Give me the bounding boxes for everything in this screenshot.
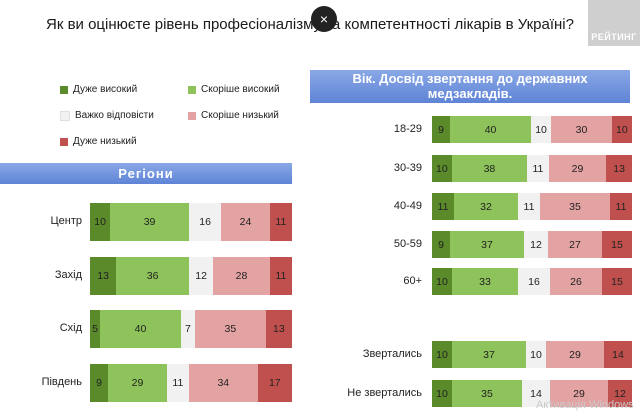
stacked-bar: 10 35 14 29 12 xyxy=(432,380,632,407)
bar-segment-very-low: 11 xyxy=(269,257,292,295)
bar-segment-very-low: 17 xyxy=(257,364,292,402)
bar-segment-very-high: 5 xyxy=(90,310,101,348)
bar-segment-very-high: 10 xyxy=(432,380,452,407)
logo: РЕЙТИНГ xyxy=(588,0,640,46)
bar-segment-hard-to-say: 11 xyxy=(518,193,540,220)
legend-item-rather-low: Скоріше низький xyxy=(188,110,279,121)
bar-segment-rather-high: 40 xyxy=(450,116,531,143)
bar-segment-very-low: 13 xyxy=(265,310,292,348)
row-label: 50-59 xyxy=(393,237,422,250)
row-label: Центр xyxy=(50,215,83,227)
legend-swatch xyxy=(60,85,68,94)
bar-segment-hard-to-say: 11 xyxy=(166,364,189,402)
bar-segment-rather-high: 29 xyxy=(108,364,167,402)
bar-segment-rather-low: 30 xyxy=(551,116,612,143)
row-label: Звертались xyxy=(362,347,422,360)
stacked-bar: 9 29 11 34 17 xyxy=(90,364,292,402)
bar-segment-very-low: 13 xyxy=(606,155,632,182)
bar-segment-rather-high: 33 xyxy=(452,268,518,295)
row-label: 18-29 xyxy=(393,122,422,135)
row-label: 40-49 xyxy=(393,199,422,212)
stacked-bar: 5 40 7 35 13 xyxy=(90,310,292,348)
bar-segment-rather-high: 35 xyxy=(452,380,522,407)
bar-segment-very-low: 11 xyxy=(269,203,292,241)
bar-segment-rather-low: 34 xyxy=(188,364,258,402)
stacked-bar: 9 40 10 30 10 xyxy=(432,116,632,143)
stacked-bar: 13 36 12 28 11 xyxy=(90,257,292,295)
bar-segment-hard-to-say: 12 xyxy=(524,231,548,258)
row-label: Не звертались xyxy=(347,386,422,399)
bar-segment-hard-to-say: 12 xyxy=(188,257,214,295)
watermark: Активація Windows xyxy=(536,399,634,411)
legend-label: Скоріше низький xyxy=(201,110,279,121)
bar-segment-very-low: 10 xyxy=(611,116,632,143)
bar-segment-rather-high: 38 xyxy=(451,155,528,182)
bar-segment-very-high: 10 xyxy=(432,341,452,368)
bar-segment-hard-to-say: 16 xyxy=(188,203,222,241)
bar-segment-very-high: 13 xyxy=(90,257,117,295)
row-label: 30-39 xyxy=(393,161,422,174)
bar-segment-hard-to-say: 7 xyxy=(180,310,196,348)
bar-segment-rather-low: 35 xyxy=(540,193,610,220)
bar-segment-rather-low: 27 xyxy=(548,231,602,258)
bar-segment-very-low: 12 xyxy=(608,380,632,407)
stacked-bar: 11 32 11 35 11 xyxy=(432,193,632,220)
row-label: Захід xyxy=(54,269,82,281)
close-icon[interactable]: × xyxy=(311,6,337,32)
bar-segment-rather-high: 40 xyxy=(100,310,181,348)
legend-label: Дуже низький xyxy=(73,136,137,147)
bar-segment-hard-to-say: 11 xyxy=(527,155,549,182)
page-title: Як ви оцінюєте рівень професіоналізму та… xyxy=(46,16,574,33)
bar-segment-very-high: 10 xyxy=(432,155,452,182)
stacked-bar: 10 37 10 29 14 xyxy=(432,341,632,368)
bar-segment-very-high: 10 xyxy=(90,203,111,241)
legend-item-very-low: Дуже низький xyxy=(60,136,137,147)
bar-segment-rather-low: 35 xyxy=(195,310,266,348)
age-chart-title: Вік. Досвід звертання до державних медза… xyxy=(310,70,630,103)
bar-segment-rather-low: 29 xyxy=(548,155,607,182)
bar-segment-rather-high: 36 xyxy=(116,257,189,295)
bar-segment-very-low: 15 xyxy=(602,231,632,258)
bar-segment-hard-to-say: 10 xyxy=(526,341,546,368)
row-label: Схід xyxy=(59,322,82,334)
bar-segment-rather-low: 28 xyxy=(213,257,270,295)
bar-segment-rather-low: 29 xyxy=(546,341,604,368)
bar-segment-very-low: 14 xyxy=(604,341,632,368)
bar-segment-very-low: 15 xyxy=(602,268,632,295)
bar-segment-rather-low: 29 xyxy=(550,380,608,407)
bar-segment-rather-high: 37 xyxy=(450,231,524,258)
bar-segment-very-high: 9 xyxy=(90,364,109,402)
stacked-bar: 9 37 12 27 15 xyxy=(432,231,632,258)
bar-segment-hard-to-say: 14 xyxy=(522,380,550,407)
bar-segment-rather-high: 37 xyxy=(452,341,526,368)
bar-segment-hard-to-say: 16 xyxy=(518,268,550,295)
legend-item-hard-to-say: Важко відповісти xyxy=(60,110,154,121)
legend-swatch xyxy=(188,111,196,120)
logo-text: РЕЙТИНГ xyxy=(591,32,637,42)
regions-chart-title: Регіони xyxy=(0,163,292,184)
legend-swatch xyxy=(188,85,196,94)
bar-segment-hard-to-say: 10 xyxy=(530,116,552,143)
bar-segment-rather-high: 32 xyxy=(454,193,518,220)
stacked-bar: 10 38 11 29 13 xyxy=(432,155,632,182)
legend-label: Дуже високий xyxy=(73,84,138,95)
legend-label: Скоріше високий xyxy=(201,84,280,95)
bar-segment-rather-low: 26 xyxy=(550,268,602,295)
legend-item-very-high: Дуже високий xyxy=(60,84,137,95)
stacked-bar: 10 39 16 24 11 xyxy=(90,203,292,241)
bar-segment-very-high: 9 xyxy=(432,231,450,258)
row-label: 60+ xyxy=(403,274,422,287)
legend-item-rather-high: Скоріше високий xyxy=(188,84,280,95)
bar-segment-very-high: 9 xyxy=(432,116,451,143)
legend-swatch xyxy=(60,110,70,121)
bar-segment-very-low: 11 xyxy=(610,193,632,220)
bar-segment-very-high: 10 xyxy=(432,268,452,295)
stacked-bar: 10 33 16 26 15 xyxy=(432,268,632,295)
row-label: Південь xyxy=(41,376,82,388)
bar-segment-rather-low: 24 xyxy=(221,203,270,241)
legend-swatch xyxy=(60,137,68,146)
bar-segment-very-high: 11 xyxy=(432,193,454,220)
legend-label: Важко відповісти xyxy=(75,110,154,121)
bar-segment-rather-high: 39 xyxy=(110,203,189,241)
